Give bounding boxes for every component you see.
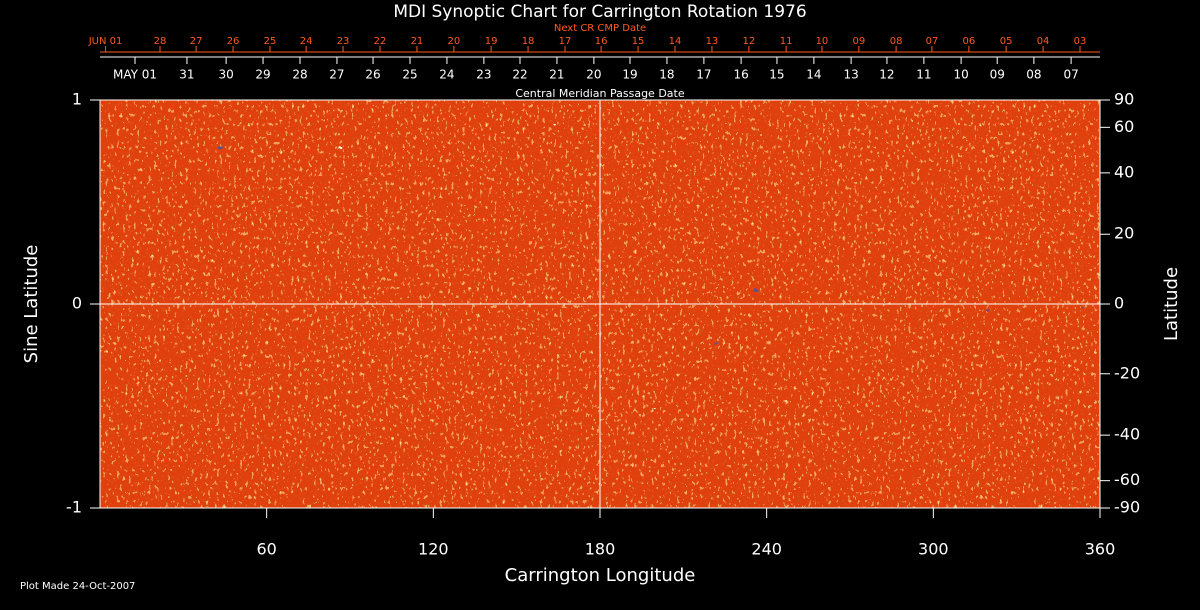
- y2-tick-label: 0: [1114, 294, 1124, 313]
- date-label: 18: [659, 68, 674, 82]
- chart-title: MDI Synoptic Chart for Carrington Rotati…: [393, 2, 806, 22]
- next-date-label: 17: [559, 36, 572, 47]
- y2-tick-label: -20: [1114, 363, 1140, 382]
- date-label: 20: [586, 68, 601, 82]
- second-axis-title: Central Meridian Passage Date: [515, 87, 684, 100]
- date-label: 11: [916, 68, 931, 82]
- next-date-label: 08: [890, 36, 903, 47]
- next-date-label: 06: [963, 36, 976, 47]
- footnote: Plot Made 24-Oct-2007: [20, 581, 135, 592]
- next-date-label: 28: [154, 36, 167, 47]
- date-label: MAY 01: [113, 68, 157, 82]
- y2-tick-label: 20: [1114, 224, 1134, 243]
- x-tick-label: 60: [256, 540, 276, 559]
- next-date-label: 10: [816, 36, 829, 47]
- next-date-label: 23: [337, 36, 350, 47]
- date-label: 17: [696, 68, 711, 82]
- next-date-label: 04: [1037, 36, 1050, 47]
- y2-tick-label: 40: [1114, 162, 1134, 181]
- date-label: 16: [733, 68, 748, 82]
- x-tick-label: 240: [751, 540, 782, 559]
- x-tick-label: 120: [418, 540, 449, 559]
- y2-tick-label: -90: [1114, 498, 1140, 517]
- date-label: 25: [402, 68, 417, 82]
- next-date-label: 19: [485, 36, 498, 47]
- next-date-label: 12: [743, 36, 756, 47]
- next-date-label: 11: [780, 36, 793, 47]
- x-axis-label: Carrington Longitude: [505, 565, 696, 586]
- top-axis-title: Next CR CMP Date: [554, 23, 646, 34]
- date-label: 07: [1063, 68, 1078, 82]
- date-label: 27: [329, 68, 344, 82]
- next-date-label: 22: [374, 36, 387, 47]
- next-date-label: 16: [595, 36, 608, 47]
- next-date-label: 21: [411, 36, 424, 47]
- date-label: 10: [953, 68, 968, 82]
- date-label: 21: [549, 68, 564, 82]
- date-label: 30: [218, 68, 233, 82]
- next-date-label: 26: [227, 36, 240, 47]
- x-tick-label: 360: [1085, 540, 1116, 559]
- next-date-label: 07: [926, 36, 939, 47]
- date-label: 23: [476, 68, 491, 82]
- y2-tick-label: 90: [1114, 90, 1134, 109]
- y2-tick-label: 60: [1114, 117, 1134, 136]
- y2-tick-label: -40: [1114, 425, 1140, 444]
- x-tick-label: 300: [918, 540, 949, 559]
- next-date-label: 27: [190, 36, 203, 47]
- next-date-label: 18: [522, 36, 535, 47]
- next-date-label: 13: [706, 36, 719, 47]
- next-date-label: 25: [264, 36, 277, 47]
- next-date-label: 09: [853, 36, 866, 47]
- y2-tick-label: -60: [1114, 470, 1140, 489]
- x-tick-label: 180: [585, 540, 616, 559]
- next-date-label: 24: [300, 36, 313, 47]
- date-label: 12: [879, 68, 894, 82]
- y-tick-label: 0: [72, 294, 82, 313]
- y2-axis-label: Latitude: [1161, 267, 1182, 341]
- date-label: 13: [843, 68, 858, 82]
- date-label: 15: [769, 68, 784, 82]
- next-date-label: 03: [1074, 36, 1087, 47]
- next-date-label: 15: [632, 36, 645, 47]
- y-tick-label: -1: [66, 498, 82, 517]
- date-label: 09: [990, 68, 1005, 82]
- next-date-label: 20: [448, 36, 461, 47]
- date-label: 24: [439, 68, 454, 82]
- date-label: 08: [1026, 68, 1041, 82]
- next-date-label: JUN 01: [88, 36, 123, 47]
- date-label: 14: [806, 68, 821, 82]
- next-date-label: 14: [669, 36, 682, 47]
- date-label: 22: [512, 68, 527, 82]
- y-axis-label: Sine Latitude: [21, 245, 42, 364]
- date-label: 28: [292, 68, 307, 82]
- date-label: 29: [255, 68, 270, 82]
- y-tick-label: 1: [72, 90, 82, 109]
- next-date-label: 05: [1000, 36, 1013, 47]
- date-label: 31: [179, 68, 194, 82]
- date-label: 19: [622, 68, 637, 82]
- date-label: 26: [365, 68, 380, 82]
